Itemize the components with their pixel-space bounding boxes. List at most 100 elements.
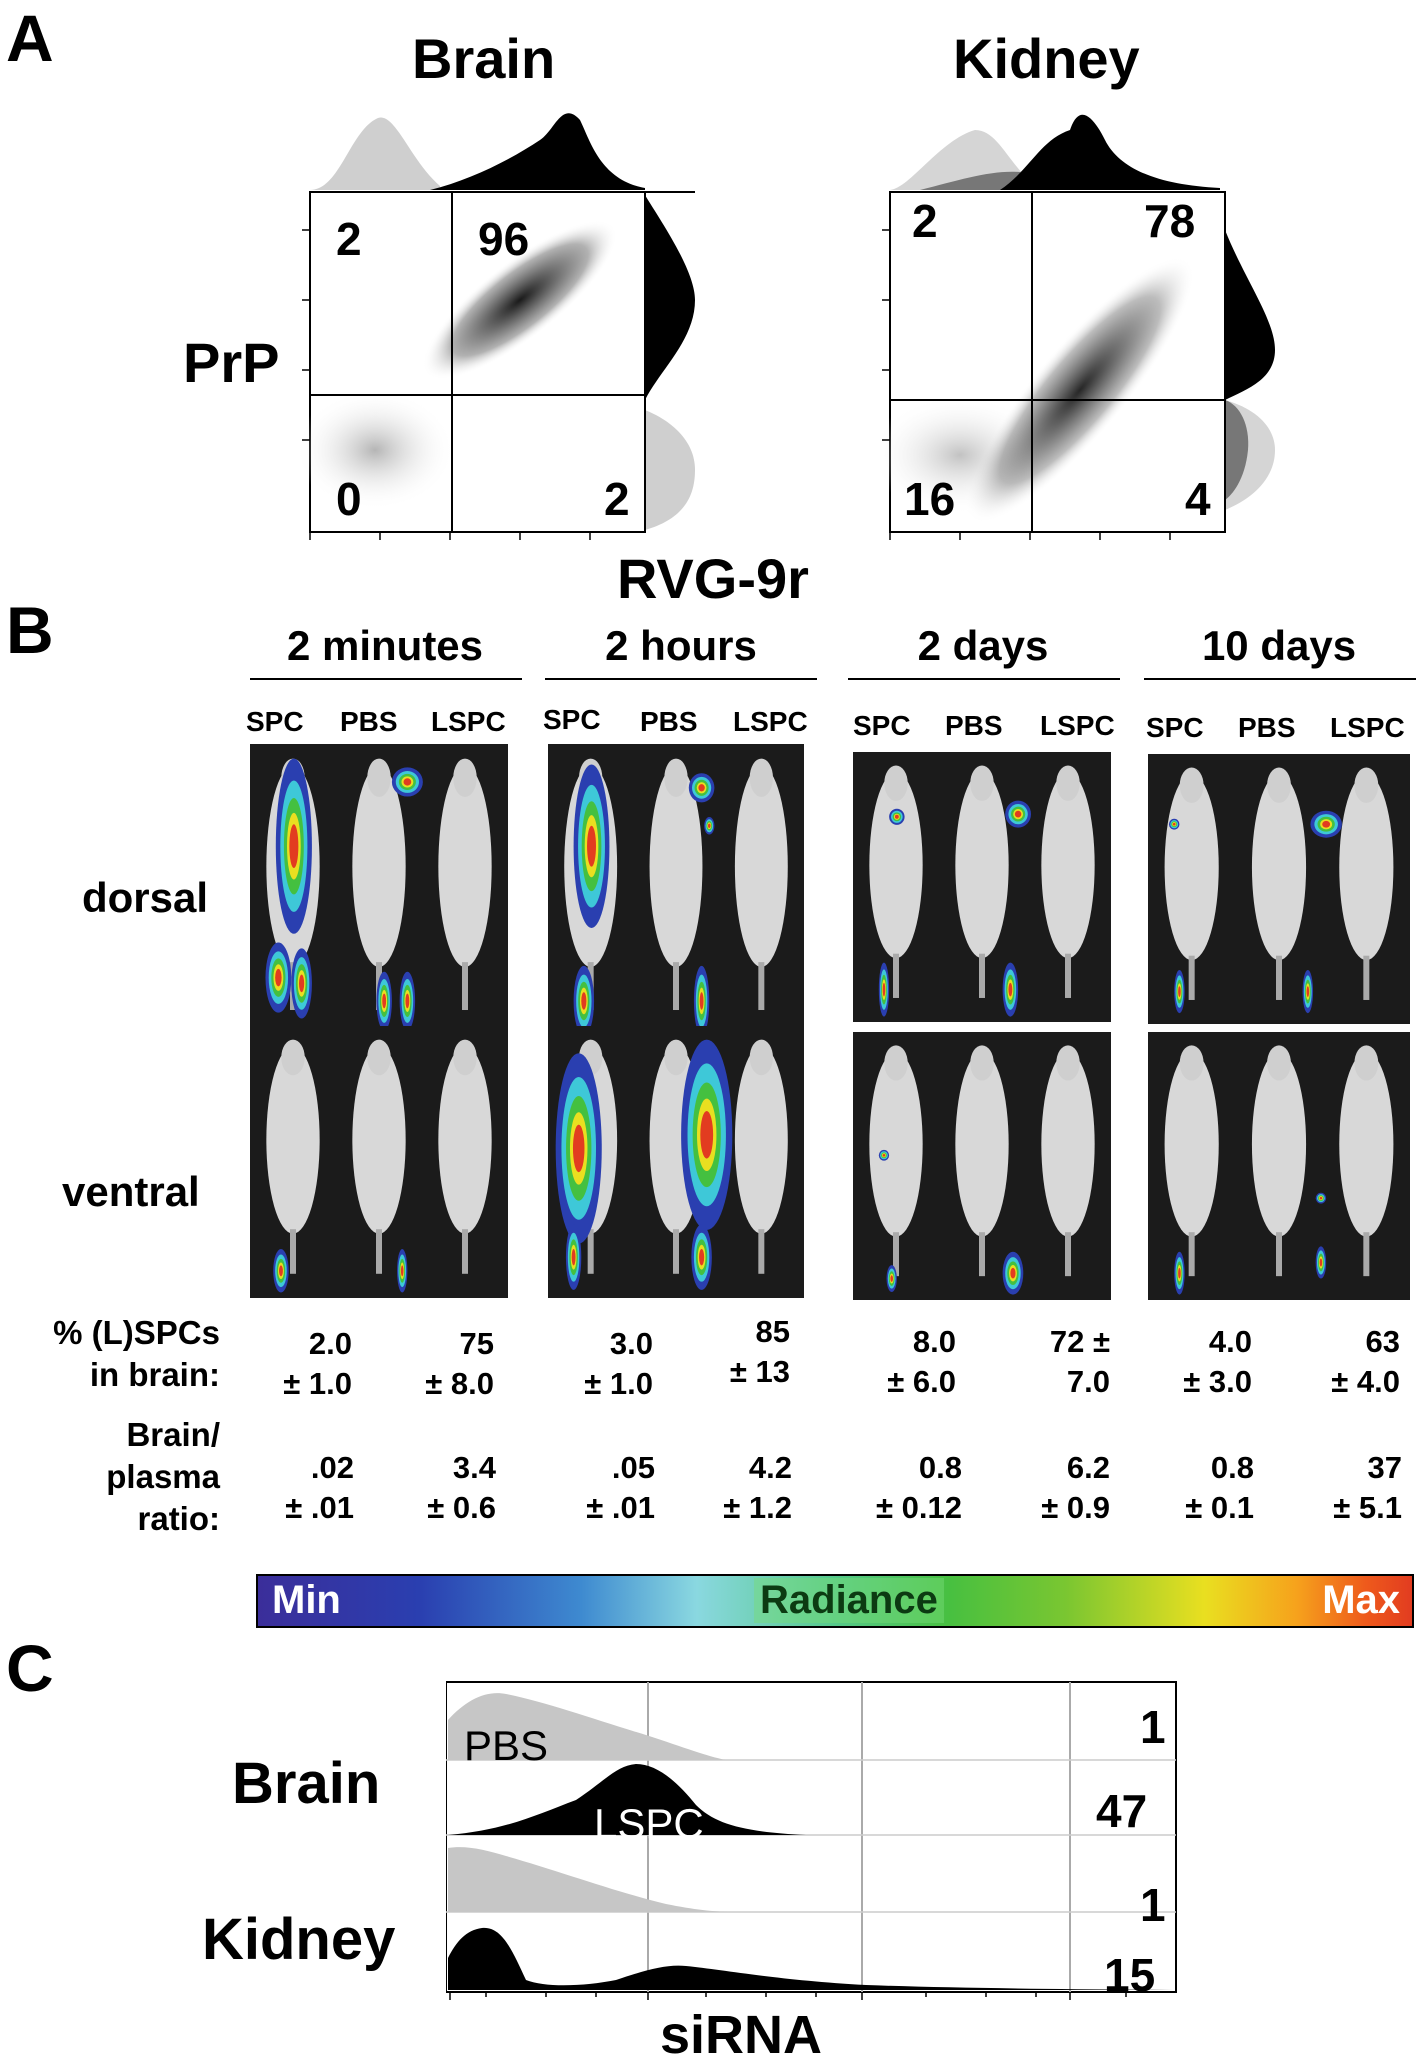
kidney-top-hist-stained — [1000, 114, 1220, 190]
pct-brain-label-line1: % (L)SPCs — [53, 1314, 220, 1351]
kidney-right-hist-stained — [1225, 230, 1275, 400]
rvg-axis-label: RVG-9r — [617, 547, 809, 610]
kidney-lspc-value: 15 — [1104, 1949, 1156, 2001]
signal-0 — [573, 764, 610, 928]
mouse-0 — [869, 765, 923, 998]
imaging-dorsal-2min — [250, 744, 508, 1036]
ratio-label: Brain/ plasma ratio: — [10, 1414, 220, 1540]
imaging-dorsal-2h — [548, 744, 804, 1036]
group-label-1-lspc: LSPC — [733, 706, 808, 737]
signal-0 — [275, 758, 312, 934]
signal-2 — [1174, 970, 1185, 1014]
lspc-histogram-label: LSPC — [594, 1800, 704, 1847]
group-label-2-lspc: LSPC — [1040, 710, 1115, 741]
signal-1 — [1002, 1251, 1024, 1295]
pct-value-0: 2.0 ± 1.0 — [283, 1326, 352, 1401]
pct-value-6: 4.0 ± 3.0 — [1183, 1324, 1252, 1399]
brain-lspc-histogram — [448, 1764, 806, 1835]
brain-lspc-value: 47 — [1096, 1785, 1148, 1837]
mouse-2 — [734, 1039, 788, 1274]
signal-1 — [265, 942, 292, 1013]
signal-3 — [1002, 962, 1019, 1017]
group-label-1-pbs: PBS — [640, 706, 698, 737]
signal-0 — [878, 1149, 890, 1161]
pbs-histogram-label: PBS — [464, 1722, 549, 1769]
signal-3 — [1302, 970, 1314, 1014]
brain-quadrant-ll: 0 — [336, 473, 362, 525]
signal-1 — [681, 1039, 733, 1230]
signal-2 — [1315, 1246, 1327, 1279]
signal-0 — [889, 808, 905, 825]
mouse-2 — [734, 758, 788, 1011]
imaging-dorsal-10d — [1148, 754, 1410, 1024]
timepoint-underline-3 — [1144, 678, 1416, 680]
brain-pbs-histogram — [448, 1693, 726, 1760]
pct-value-4: 8.0 ± 6.0 — [887, 1324, 956, 1399]
signal-4 — [693, 965, 710, 1036]
brain-quadrant-ul: 2 — [336, 213, 362, 265]
kidney-lspc-histogram — [448, 1927, 1174, 1990]
mouse-1 — [1251, 1045, 1307, 1277]
timepoint-header-1: 2 hours — [605, 622, 757, 669]
signal-0 — [1168, 818, 1180, 830]
row-label-dorsal: dorsal — [82, 874, 209, 921]
ratio-value-4: 0.8 ± 0.12 — [876, 1450, 962, 1525]
imaging-dorsal-2d — [853, 752, 1111, 1022]
pct-value-2: 3.0 ± 1.0 — [584, 1326, 653, 1401]
kidney-title: Kidney — [953, 27, 1140, 90]
signal-1 — [1005, 800, 1032, 828]
brain-pbs-value: 1 — [1140, 1701, 1166, 1753]
group-label-2-spc: SPC — [853, 710, 911, 741]
brain-top-hist-control — [310, 117, 440, 190]
imaging-ventral-2min — [250, 1026, 508, 1298]
pct-brain-label: % (L)SPCs in brain: — [10, 1312, 220, 1396]
brain-right-hist-control — [645, 410, 695, 530]
colorbar-radiance-label: Radiance — [754, 1578, 944, 1623]
mouse-0 — [869, 1045, 923, 1277]
group-label-0-lspc: LSPC — [431, 706, 506, 737]
ratio-label-line1: Brain/ — [126, 1416, 220, 1453]
kidney-quadrant-ur: 78 — [1144, 195, 1196, 247]
mouse-1 — [955, 765, 1009, 998]
ratio-value-5: 6.2 ± 0.9 — [1041, 1450, 1110, 1525]
mouse-1 — [1251, 767, 1307, 1000]
imaging-ventral-2d — [853, 1032, 1111, 1300]
brain-flow-plot — [300, 113, 695, 540]
ratio-value-3: 4.2 ± 1.2 — [723, 1450, 792, 1525]
pct-value-3: 85 ± 13 — [729, 1314, 790, 1389]
colorbar-min-label: Min — [272, 1578, 341, 1622]
signal-5 — [399, 971, 416, 1031]
kidney-quadrant-ul: 2 — [912, 195, 938, 247]
brain-title: Brain — [412, 27, 556, 90]
signal-4 — [376, 971, 392, 1031]
kidney-pbs-value: 1 — [1140, 1879, 1166, 1931]
signal-1 — [1315, 1192, 1327, 1204]
timepoint-underline-1 — [545, 678, 817, 680]
pct-value-5: 72 ±7.0 — [1049, 1324, 1110, 1399]
kidney-quadrant-ll: 16 — [904, 473, 956, 525]
signal-3 — [691, 1224, 712, 1290]
mouse-2 — [1041, 765, 1095, 998]
sirna-histogram-stack — [446, 1681, 1177, 2000]
brain-right-hist-stained — [645, 195, 695, 400]
mouse-2 — [438, 1039, 492, 1274]
ratio-label-line2: plasma — [106, 1458, 220, 1495]
timepoint-header-2: 2 days — [917, 622, 1049, 669]
signal-2 — [886, 1265, 897, 1292]
ratio-value-6: 0.8 ± 0.1 — [1185, 1450, 1254, 1525]
timepoint-underline-2 — [848, 678, 1120, 680]
signal-2 — [291, 948, 312, 1019]
mouse-1 — [649, 758, 703, 1011]
pct-value-1: 75 ± 8.0 — [425, 1326, 494, 1401]
ratio-value-2: .05 ± .01 — [586, 1450, 655, 1525]
signal-1 — [1310, 810, 1342, 838]
sirna-axis-label: siRNA — [660, 2005, 823, 2065]
group-label-1-spc: SPC — [543, 704, 601, 735]
mouse-1 — [352, 1039, 406, 1274]
group-label-3-spc: SPC — [1146, 712, 1204, 743]
group-label-2-pbs: PBS — [945, 710, 1003, 741]
panel-a-letter: A — [6, 1, 54, 75]
mouse-2 — [1041, 1045, 1095, 1277]
mouse-0 — [266, 1039, 320, 1274]
imaging-ventral-10d — [1148, 1032, 1410, 1300]
